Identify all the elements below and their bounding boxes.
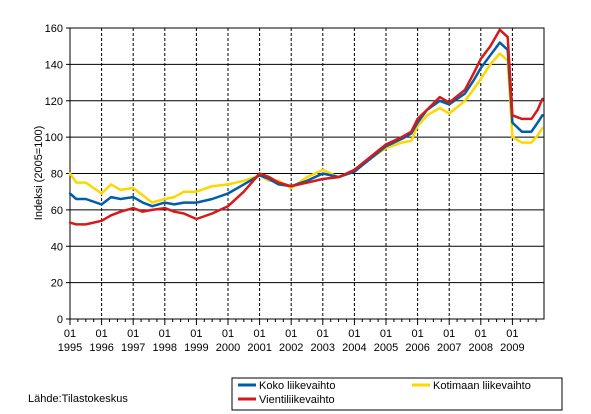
legend-label: Vientiliikevaihto	[259, 394, 335, 406]
x-tick-month-label: 01	[95, 328, 107, 340]
x-tick-year-label: 2001	[247, 342, 271, 354]
legend-label: Koko liikevaihto	[259, 380, 335, 392]
y-tick-label: 140	[45, 59, 63, 71]
x-tick-year-label: 1997	[121, 342, 145, 354]
x-tick-month-label: 01	[506, 328, 518, 340]
y-tick-label: 0	[57, 314, 63, 326]
x-tick-month-label: 01	[317, 328, 329, 340]
y-tick-label: 100	[45, 132, 63, 144]
source-text: Lähde:Tilastokeskus	[28, 393, 128, 405]
x-tick-month-label: 01	[127, 328, 139, 340]
x-tick-month-label: 01	[475, 328, 487, 340]
series-line-0	[68, 41, 544, 208]
y-tick-label: 120	[45, 96, 63, 108]
x-tick-year-label: 2009	[500, 342, 524, 354]
x-tick-year-label: 2004	[342, 342, 366, 354]
x-tick-labels: 01 1995 01 1996 01 1997 01 1998 01 1999 01 2000 01 20…	[58, 319, 537, 354]
x-tick-month-label: 01	[222, 328, 234, 340]
x-tick-month-label: 01	[411, 328, 423, 340]
legend: Koko liikevaihto Kotimaan liikevaihto Vien…	[231, 377, 563, 411]
x-tick-month-label: 01	[64, 328, 76, 340]
x-tick-year-label: 2007	[437, 342, 461, 354]
y-tick-labels: 0 20 40 60 80 100 120 140 160	[45, 23, 70, 326]
y-tick-label: 160	[45, 23, 63, 35]
x-tick-month-label: 01	[159, 328, 171, 340]
x-tick-year-label: 2000	[216, 342, 240, 354]
x-tick-year-label: 2002	[279, 342, 303, 354]
x-tick-year-label: 1999	[184, 342, 208, 354]
y-tick-label: 60	[51, 205, 63, 217]
x-tick-month-label: 01	[348, 328, 360, 340]
x-tick-month-label: 01	[443, 328, 455, 340]
series-line-1	[68, 52, 544, 204]
x-tick-month-label: 01	[253, 328, 265, 340]
x-tick-year-label: 1998	[153, 342, 177, 354]
series-lines	[68, 28, 544, 226]
x-tick-year-label: 2006	[405, 342, 429, 354]
x-tick-year-label: 1995	[58, 342, 82, 354]
x-tick-year-label: 2008	[469, 342, 493, 354]
legend-label: Kotimaan liikevaihto	[433, 380, 531, 392]
x-tick-year-label: 2005	[374, 342, 398, 354]
y-tick-label: 80	[51, 169, 63, 181]
series-line-2	[68, 28, 544, 226]
legend-box	[231, 377, 563, 411]
x-tick-year-label: 1996	[89, 342, 113, 354]
y-tick-label: 20	[51, 278, 63, 290]
x-tick-month-label: 01	[380, 328, 392, 340]
x-tick-year-label: 2003	[311, 342, 335, 354]
y-tick-label: 40	[51, 241, 63, 253]
y-axis-label: Indeksi (2005=100)	[33, 126, 45, 220]
x-tick-month-label: 01	[285, 328, 297, 340]
x-tick-month-label: 01	[190, 328, 202, 340]
